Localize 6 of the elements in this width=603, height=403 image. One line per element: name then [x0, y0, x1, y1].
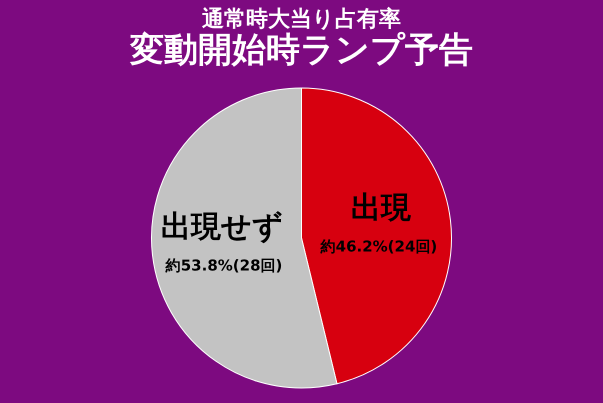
slice-label: 出現 — [350, 190, 412, 226]
chart-subtitle: 変動開始時ランプ予告 — [129, 30, 473, 70]
slice-label: 出現せず — [161, 210, 284, 245]
chart-title: 通常時大当り占有率 — [201, 6, 401, 32]
data-label: 約53.8%(28回) — [164, 256, 282, 274]
data-label: 約46.2%(24回) — [320, 238, 438, 256]
